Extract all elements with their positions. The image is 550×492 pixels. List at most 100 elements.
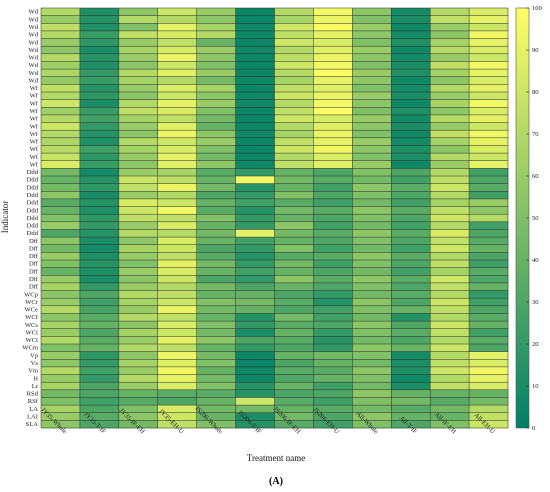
heatmap-cell [313,160,353,169]
heatmap-cell [196,351,236,360]
heatmap-cell [41,30,81,39]
heatmap-cell [430,84,470,93]
heatmap-cell [274,336,314,345]
heatmap-cell [79,61,120,70]
heatmap-cell [469,176,509,184]
heatmap-cell [274,168,314,177]
heatmap-cell [313,321,353,330]
heatmap-cell [313,191,353,200]
heatmap-cell [157,389,197,398]
heatmap-cell [79,92,120,100]
y-tick-label: Lr [32,383,39,390]
heatmap-cell [313,30,353,39]
heatmap-cell [196,46,236,55]
heatmap-cell [352,305,392,314]
heatmap-cell [79,420,120,429]
heatmap-cell [79,153,120,162]
heatmap-cell [118,84,159,93]
heatmap-cell [469,221,509,230]
heatmap-cell [352,366,392,375]
heatmap-cell [352,275,392,284]
heatmap-cell [157,84,197,93]
heatmap-cell [469,382,509,391]
heatmap-cell [118,114,159,123]
y-tick-label: Wd [28,39,38,46]
heatmap-cell [469,15,509,24]
heatmap-cell [430,183,470,192]
heatmap-cell [41,153,81,162]
y-tick-label: WCs [25,322,39,329]
heatmap-cell [196,145,236,154]
heatmap-cell [469,114,509,123]
heatmap-cell [391,61,431,70]
heatmap-cell [274,305,314,314]
heatmap-cell [118,107,159,116]
heatmap-cell [41,221,81,230]
heatmap-cell [235,405,275,414]
heatmap-cell [469,23,509,32]
heatmap-cell [41,267,81,276]
heatmap-cell [79,76,120,85]
heatmap-cell [274,290,314,299]
heatmap-cell [118,53,159,62]
heatmap-cell [391,46,431,55]
heatmap-cell [469,137,509,146]
heatmap-cell [430,260,470,268]
heatmap-cell [391,30,431,39]
heatmap-cell [79,290,120,299]
heatmap-cell [118,298,159,307]
y-tick-label: Wd [28,77,38,84]
heatmap-cell [79,321,120,330]
heatmap-cell [235,374,275,383]
heatmap-cell [79,282,120,291]
heatmap-cell [352,191,392,200]
heatmap-cell [391,382,431,391]
heatmap-cell [196,114,236,123]
heatmap-cell [391,328,431,337]
heatmap-cell [118,328,159,337]
heatmap-cell [391,321,431,330]
heatmap-cell [235,114,275,123]
heatmap-cell [79,298,120,307]
heatmap-cell [313,229,353,238]
heatmap-cell [391,153,431,162]
heatmap-cell [235,397,275,406]
heatmap-cell [430,382,470,391]
heatmap-cell [313,23,353,32]
heatmap-cell [313,92,353,100]
heatmap-cell [352,313,392,322]
heatmap-cell [469,298,509,307]
heatmap-cell [118,206,159,215]
heatmap-cell [118,76,159,85]
heatmap-cell [235,221,275,230]
heatmap-cell [79,130,120,139]
heatmap-cell [469,344,509,352]
heatmap-cell [157,107,197,116]
heatmap-cell [313,252,353,261]
heatmap-cell [41,420,81,429]
y-tick-label: Wd [28,16,38,23]
heatmap-cell [430,114,470,123]
heatmap-cell [235,344,275,352]
heatmap-cell [196,84,236,93]
colorbar-tick-label: 100 [532,5,543,12]
heatmap-cell [469,237,509,246]
heatmap-cell [469,328,509,337]
heatmap-cell [235,176,275,184]
heatmap-cell [469,420,509,429]
heatmap-cell [352,92,392,100]
heatmap-cell [469,366,509,375]
heatmap-cell [41,145,81,154]
heatmap-cell [118,183,159,192]
heatmap-cell [157,305,197,314]
heatmap-cell [469,359,509,368]
heatmap-cell [196,397,236,406]
heatmap-cell [430,397,470,406]
y-tick-label: Wd [28,62,38,69]
heatmap-cell [352,267,392,276]
heatmap-cell [352,168,392,177]
y-tick-label: Wd [28,55,38,62]
heatmap-cell [41,206,81,215]
heatmap-cell [274,397,314,406]
heatmap-cell [313,99,353,108]
